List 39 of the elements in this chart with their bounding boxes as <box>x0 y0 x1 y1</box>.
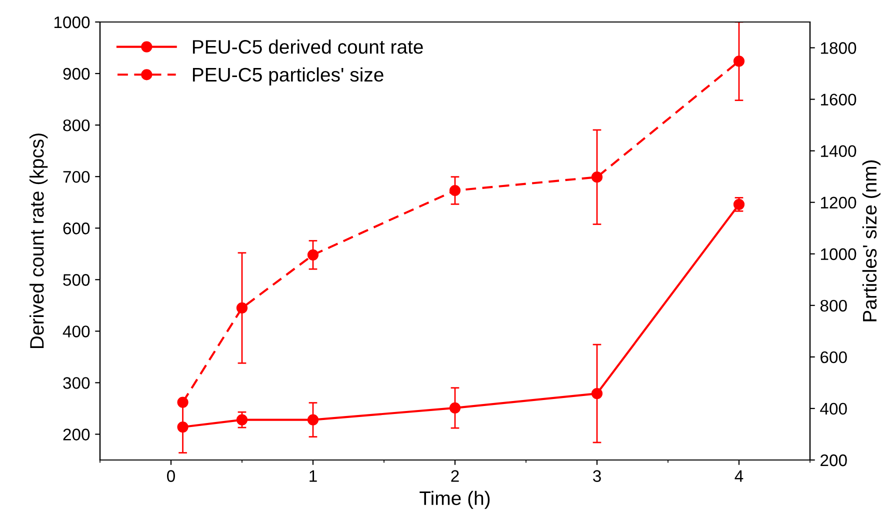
y2-tick-label: 1600 <box>820 94 856 106</box>
y2-tick-label: 1800 <box>820 42 856 54</box>
y-tick-label: 700 <box>63 170 90 183</box>
y-tick-label: 400 <box>62 326 90 338</box>
y2-tick-label: 400 <box>820 402 847 415</box>
legend-label: PEU-C5 particles' size <box>192 67 384 86</box>
x-tick-label: 3 <box>593 470 601 482</box>
point <box>591 388 603 400</box>
point <box>449 184 461 196</box>
y2-tick-label: 200 <box>820 454 847 466</box>
y-tick-label: 1000 <box>54 16 90 28</box>
y2-tick-label: 1000 <box>820 248 856 260</box>
y2-tick-label: 800 <box>820 300 847 312</box>
point <box>236 302 248 314</box>
point <box>236 414 248 426</box>
y-tick-label: 200 <box>63 428 90 440</box>
point <box>307 414 319 426</box>
x-tick-label: 4 <box>734 470 744 482</box>
y2-tick-label: 1400 <box>820 145 856 158</box>
y2-tick-label: 1200 <box>820 196 856 209</box>
x-tick-label: 0 <box>167 470 175 482</box>
y-tick-label: 900 <box>63 68 90 80</box>
y-tick-label: 500 <box>63 274 90 286</box>
point <box>733 56 745 67</box>
point <box>591 172 603 183</box>
legend-label: PEU-C5 derived count rate <box>192 40 423 54</box>
y2-tick-label: 600 <box>820 351 847 364</box>
point <box>177 421 188 433</box>
point <box>449 402 461 414</box>
y-tick-label: 800 <box>63 119 90 132</box>
x-tick-label: 2 <box>451 470 459 482</box>
point <box>307 249 319 260</box>
y-tick-label: 600 <box>63 222 90 234</box>
x-axis-title: Time (h) <box>420 490 490 509</box>
point <box>177 396 188 408</box>
y-axis-title: Derived count rate (kpcs) <box>30 134 48 348</box>
y2-axis-title: Particles' size (nm) <box>862 160 880 322</box>
y-tick-label: 300 <box>63 377 90 389</box>
x-tick-label: 1 <box>310 470 317 482</box>
